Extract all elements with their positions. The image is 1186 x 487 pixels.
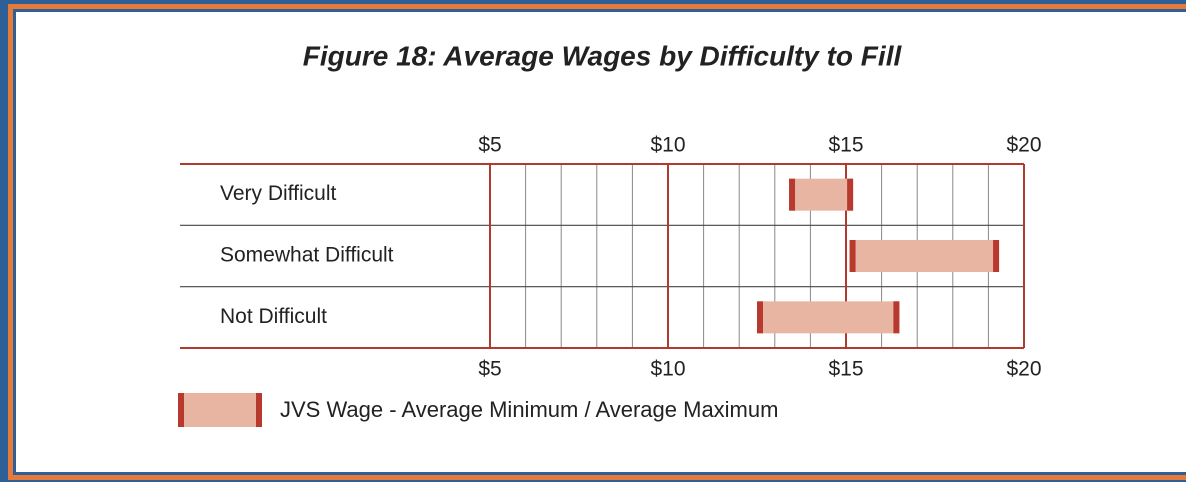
x-tick-label-bottom: $5 (478, 358, 501, 381)
x-tick-label-top: $20 (1006, 134, 1041, 157)
range-cap-low (789, 178, 796, 211)
x-tick-label-top: $10 (650, 134, 685, 157)
plot: $5 $5 $10 $10 $15 $15 $20 $20 Very Difficult Some… (180, 134, 1042, 381)
legend-swatch-cap (256, 393, 262, 427)
category-label: Very Difficult (220, 182, 336, 205)
range-bar (789, 178, 854, 211)
x-tick-label-bottom: $15 (828, 358, 863, 381)
range-cap-high (893, 301, 900, 334)
x-tick-label-top: $15 (828, 134, 863, 157)
range-bar (849, 240, 1000, 272)
range-cap-high (847, 178, 854, 211)
range-cap-high (993, 240, 1000, 272)
chart-title: Figure 18: Average Wages by Difficulty t… (303, 40, 903, 71)
range-cap-low (757, 301, 763, 334)
legend-label: JVS Wage - Average Minimum / Average Max… (280, 397, 778, 422)
x-tick-label-bottom: $10 (650, 358, 685, 381)
range-cap-low (849, 240, 856, 272)
legend-swatch (178, 393, 262, 427)
legend-swatch-cap (178, 393, 184, 427)
category-label: Somewhat Difficult (220, 244, 394, 267)
x-tick-label-bottom: $20 (1006, 358, 1041, 381)
category-label: Not Difficult (220, 305, 327, 328)
range-bar (757, 301, 900, 334)
x-tick-label-top: $5 (478, 134, 501, 157)
